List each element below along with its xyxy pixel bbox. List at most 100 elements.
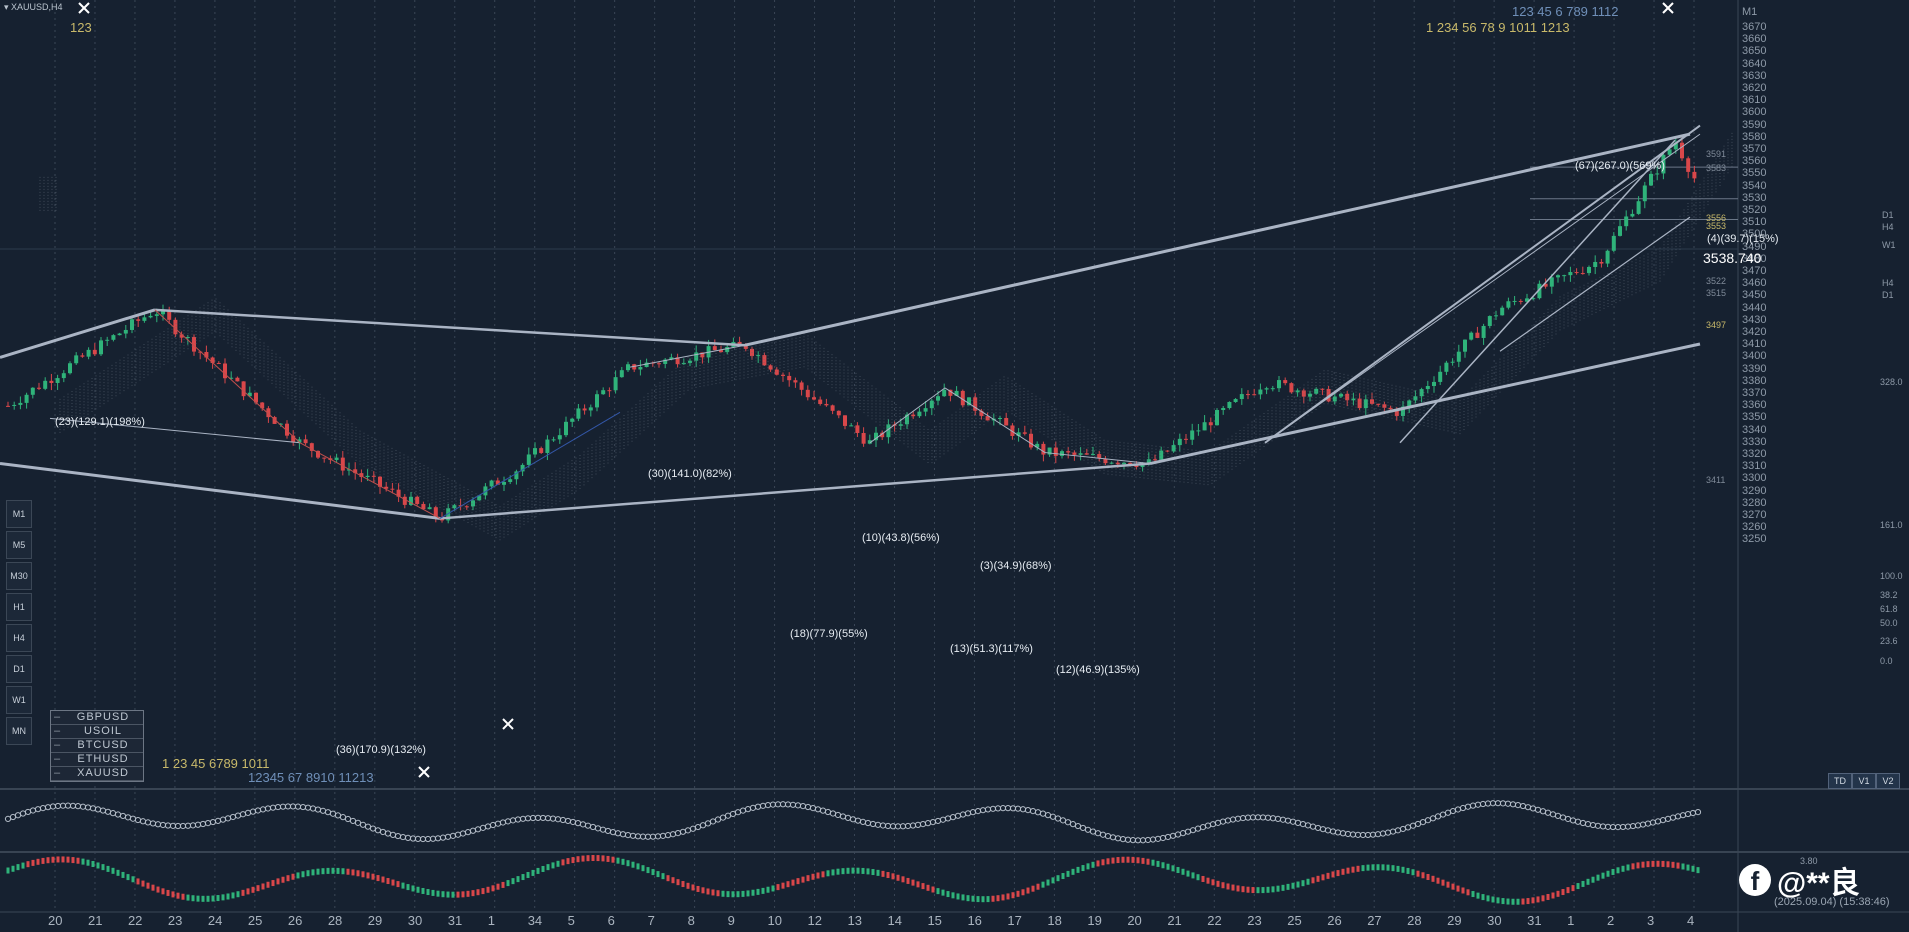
osc1-point	[1259, 814, 1267, 821]
candle-body	[1159, 450, 1164, 460]
candle-body	[1041, 443, 1046, 455]
candle-body	[607, 390, 612, 392]
osc2-bar	[466, 890, 470, 897]
osc2-bar	[916, 881, 920, 888]
osc1-point	[564, 817, 572, 825]
remove-icon[interactable]: –	[53, 767, 61, 779]
candle-body	[1611, 235, 1616, 251]
osc1-point	[1674, 813, 1682, 820]
osc1-point	[614, 830, 622, 837]
candle-body	[545, 439, 550, 453]
candle-body	[24, 394, 29, 403]
timeframe-button-d1[interactable]: D1	[6, 655, 32, 683]
candle-body	[948, 389, 953, 396]
price-axis-label: 3530	[1742, 191, 1767, 204]
osc1-point	[784, 801, 792, 808]
mode-button-td[interactable]: TD	[1828, 773, 1852, 789]
price-axis-label: 3610	[1742, 94, 1767, 107]
mode-button-v2[interactable]: V2	[1876, 773, 1900, 789]
osc1-point	[119, 812, 127, 820]
mode-button-v1[interactable]: V1	[1852, 773, 1876, 789]
osc2-bar	[1641, 861, 1645, 868]
candle-body	[260, 402, 265, 409]
remove-icon[interactable]: –	[53, 739, 61, 751]
osc1-point	[1029, 807, 1037, 815]
osc2-bar	[486, 886, 490, 893]
osc2-bar	[571, 857, 575, 864]
timeframe-button-m1[interactable]: M1	[6, 500, 32, 528]
osc1-point	[44, 804, 52, 811]
osc1-point	[674, 829, 682, 837]
candle-body	[1016, 432, 1021, 436]
symbol-item[interactable]: – ETHUSD	[51, 753, 143, 767]
osc2-bar	[1216, 880, 1220, 887]
osc1-point	[824, 808, 832, 816]
osc1-point	[909, 822, 917, 829]
candle-body	[1146, 459, 1151, 463]
osc1-point	[399, 833, 407, 841]
osc2-bar	[576, 856, 580, 863]
osc2-bar	[61, 856, 65, 863]
osc2-bar	[1596, 874, 1600, 881]
osc2-bar	[156, 886, 160, 893]
osc2-bar	[706, 888, 710, 895]
osc2-bar	[921, 883, 925, 890]
osc2-bar	[751, 889, 755, 896]
price-axis-label: 3250	[1742, 533, 1767, 546]
symbol-item[interactable]: – GBPUSD	[51, 711, 143, 725]
timeframe-button-h4[interactable]: H4	[6, 624, 32, 652]
timeframe-button-m5[interactable]: M5	[6, 531, 32, 559]
candle-body	[136, 319, 141, 321]
timeframe-button-mn[interactable]: MN	[6, 717, 32, 745]
candle-body	[1475, 332, 1480, 338]
timeframe-button-w1[interactable]: W1	[6, 686, 32, 714]
candle-body	[557, 435, 562, 440]
remove-icon[interactable]: –	[53, 711, 61, 723]
osc2-bar	[1646, 861, 1650, 868]
remove-icon[interactable]: –	[53, 753, 61, 765]
candle-body	[1339, 393, 1343, 397]
osc1-point	[624, 832, 632, 839]
osc1-point	[1594, 822, 1602, 829]
candle-body	[198, 351, 203, 353]
candle-body	[1661, 154, 1666, 174]
osc2-bar	[191, 895, 195, 902]
price-axis-label: 3440	[1742, 301, 1767, 314]
osc2-bar	[496, 883, 500, 890]
candle-body	[1605, 250, 1610, 264]
candle-body	[409, 496, 413, 505]
osc2-bar	[96, 862, 100, 869]
osc1-point	[29, 807, 37, 814]
symbol-item[interactable]: – BTCUSD	[51, 739, 143, 753]
timeframe-button-m30[interactable]: M30	[6, 562, 32, 590]
candle-body	[762, 355, 767, 366]
osc1-point	[1314, 824, 1322, 832]
candle-body	[1190, 430, 1195, 440]
osc2-bar	[1161, 862, 1165, 869]
candle-body	[1103, 458, 1108, 464]
osc2-bar	[1421, 872, 1425, 879]
candle-body	[272, 417, 277, 424]
osc2-bar	[591, 855, 595, 862]
osc2-bar	[251, 886, 255, 893]
osc2-bar	[1086, 863, 1090, 870]
osc2-bar	[971, 895, 975, 902]
osc1-point	[279, 803, 287, 810]
candle-body	[18, 402, 23, 405]
osc1-point	[1419, 818, 1427, 826]
osc2-bar	[161, 888, 165, 895]
candle-body	[167, 311, 172, 320]
level-label: 3556	[1706, 213, 1727, 223]
remove-icon[interactable]: –	[53, 725, 61, 737]
candle-body	[1072, 452, 1077, 455]
symbol-item[interactable]: – USOIL	[51, 725, 143, 739]
candle-body	[1401, 406, 1405, 416]
price-axis-label: 3470	[1742, 265, 1767, 277]
timeframe-button-h1[interactable]: H1	[6, 593, 32, 621]
osc2-bar	[306, 870, 310, 877]
osc2-bar	[1681, 863, 1685, 870]
osc2-bar	[181, 893, 185, 900]
symbol-item[interactable]: – XAUUSD	[51, 767, 143, 781]
osc2-bar	[731, 891, 735, 898]
